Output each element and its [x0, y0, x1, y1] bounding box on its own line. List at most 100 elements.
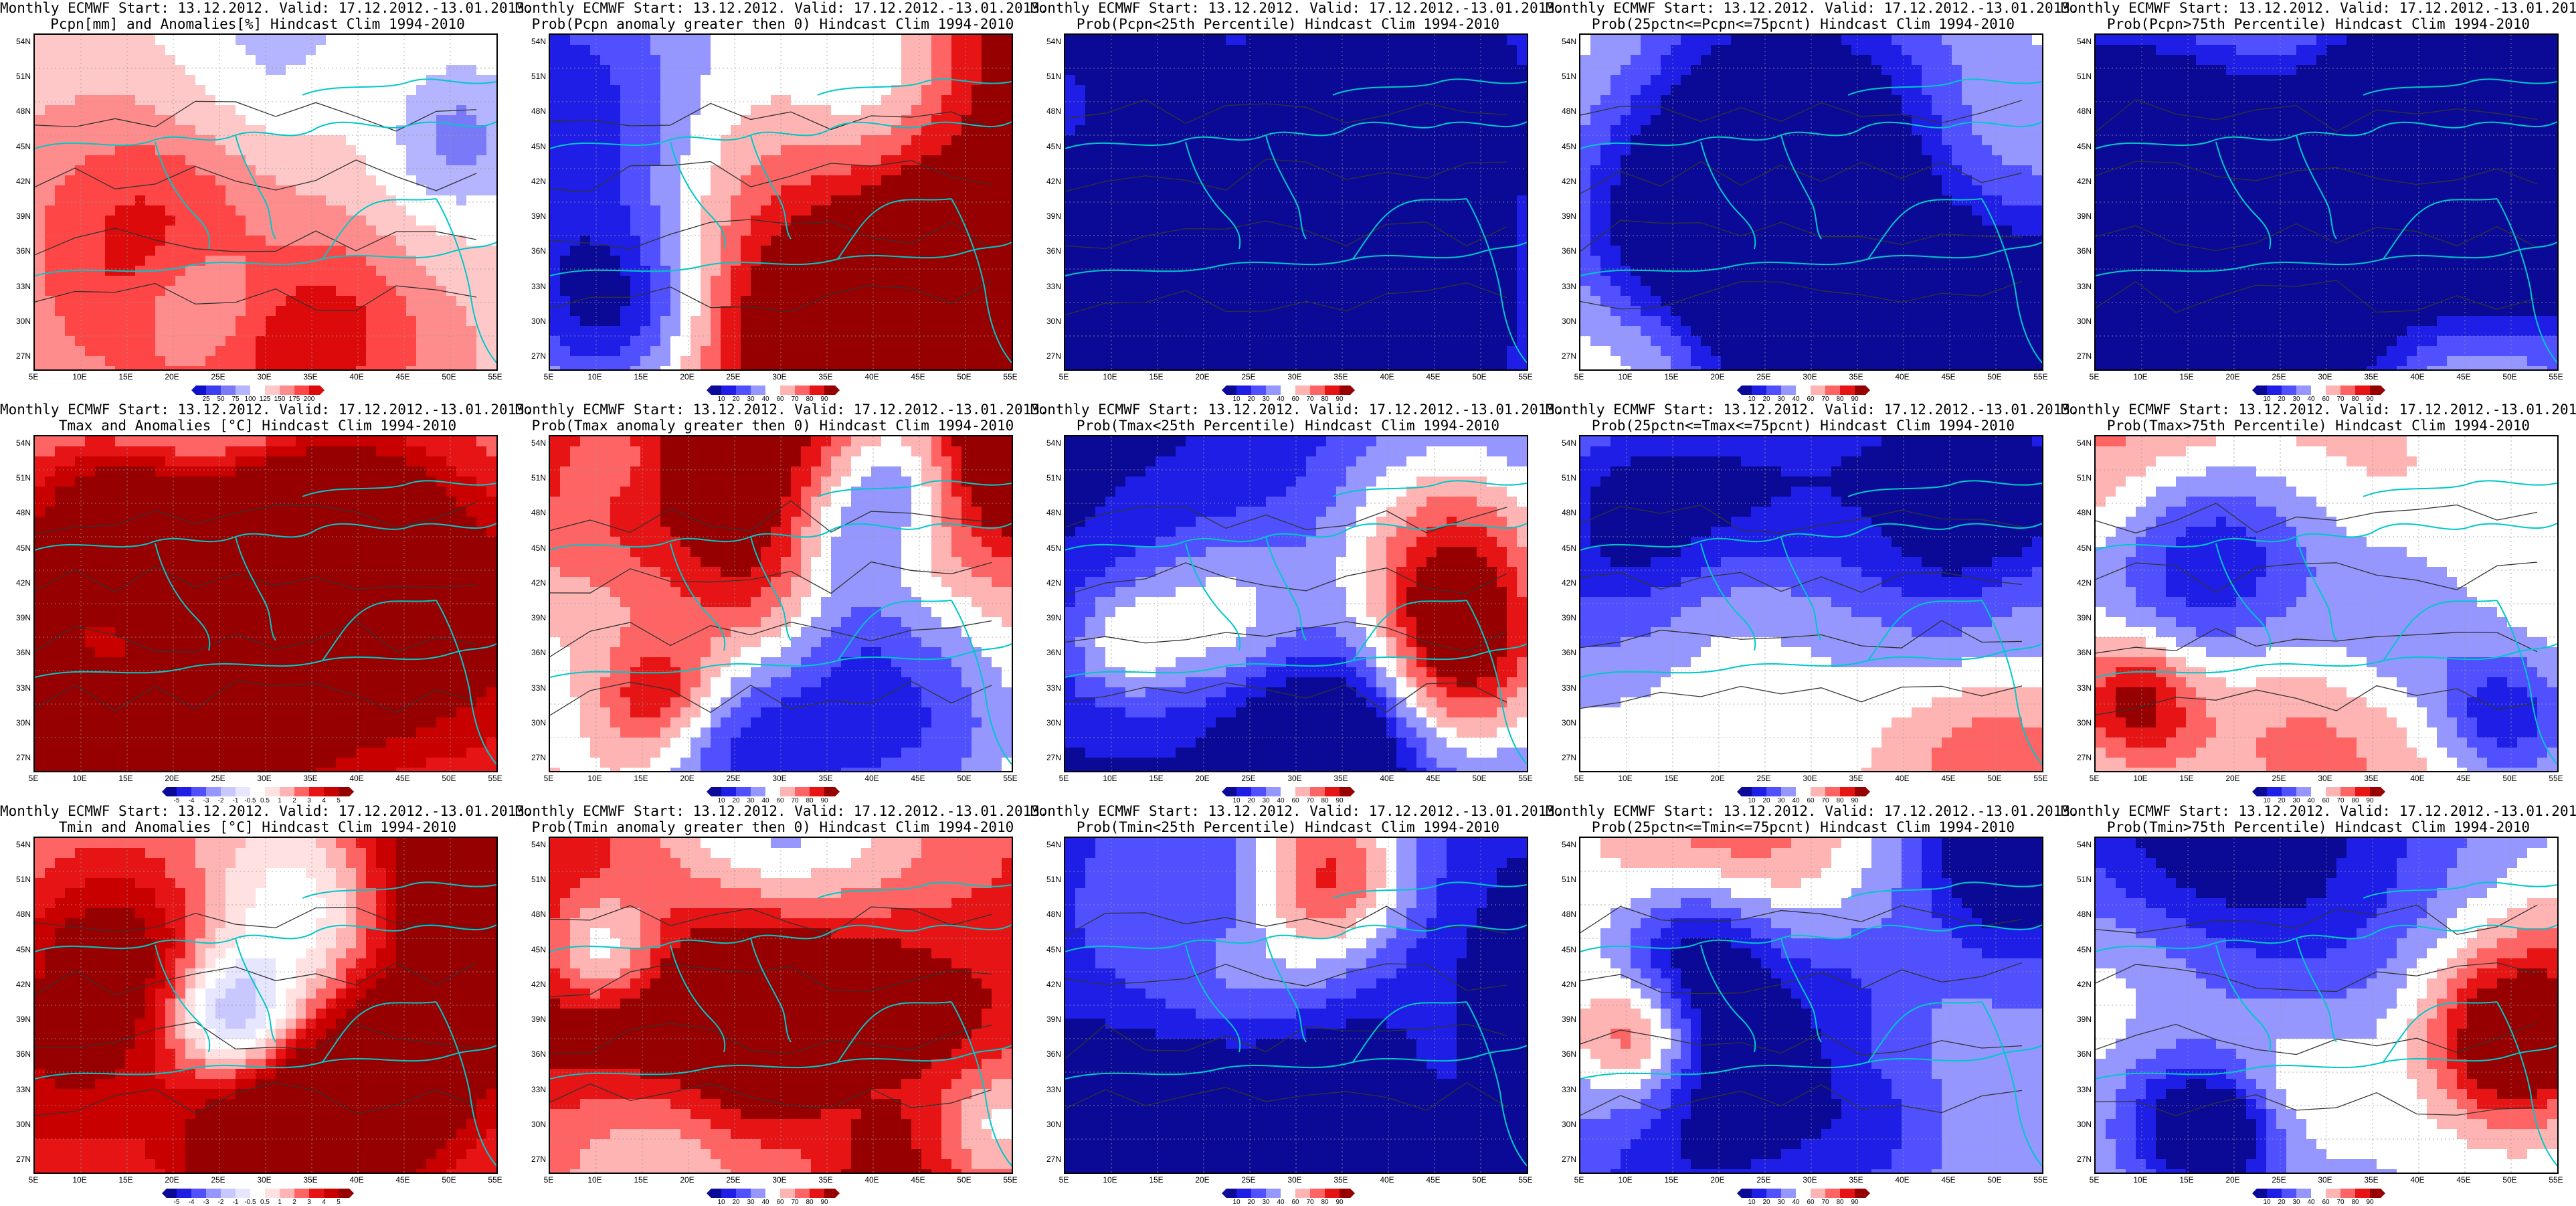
lon-label: 30E	[1797, 372, 1823, 381]
lat-label: 48N	[522, 508, 546, 517]
colorbar-swatch	[2370, 1189, 2385, 1198]
lon-label: 5E	[20, 774, 47, 783]
lon-label: 30E	[251, 1175, 278, 1185]
lon-label: 40E	[2404, 372, 2431, 381]
lon-label: 50E	[2496, 1175, 2523, 1185]
colorbar-tick-label: 40	[1277, 1199, 1284, 1206]
colorbar-swatch	[221, 385, 236, 395]
lon-label: 45E	[389, 1175, 416, 1185]
lat-label: 30N	[2067, 718, 2092, 727]
title-line-2: Prob(Tmax>75th Percentile) Hindcast Clim…	[2061, 418, 2576, 434]
lat-label: 33N	[2067, 1085, 2092, 1094]
panel-title: Monthly ECMWF Start: 13.12.2012. Valid: …	[1546, 803, 2061, 835]
lat-label: 39N	[7, 1015, 31, 1024]
colorbar-swatch	[824, 385, 840, 395]
lon-label: 40E	[343, 774, 370, 783]
colorbar-swatch	[795, 385, 810, 395]
lat-label: 27N	[1037, 1154, 1061, 1164]
panel-title: Monthly ECMWF Start: 13.12.2012. Valid: …	[515, 803, 1030, 835]
lat-label: 33N	[1552, 683, 1576, 693]
lon-label: 15E	[1143, 1175, 1170, 1185]
colorbar-swatch	[1855, 1189, 1870, 1198]
lon-label: 40E	[343, 372, 370, 381]
lon-label: 35E	[1327, 372, 1354, 381]
colorbar-swatch	[294, 385, 310, 395]
colorbar-swatch	[294, 787, 310, 796]
colorbar-swatch	[1825, 1189, 1841, 1198]
lon-label: 30E	[1281, 1175, 1308, 1185]
title-line-1: Monthly ECMWF Start: 13.12.2012. Valid: …	[2061, 0, 2576, 16]
lon-label: 55E	[2543, 372, 2569, 381]
colorbar-tick-label: 2	[292, 1199, 296, 1206]
colorbar-swatch	[2252, 385, 2268, 395]
lon-label: 45E	[1935, 1175, 1962, 1185]
colorbar-tick-label: 80	[1321, 1199, 1328, 1206]
lon-label: 30E	[2312, 372, 2338, 381]
colorbar-swatch	[2355, 385, 2371, 395]
lat-label: 30N	[2067, 317, 2092, 326]
lat-label: 33N	[1037, 683, 1061, 693]
colorbar-swatch	[2296, 385, 2312, 395]
lon-label: 10E	[581, 1175, 608, 1185]
lat-label: 39N	[1552, 211, 1576, 221]
colorbar-swatch	[1737, 1189, 1752, 1198]
colorbar-swatch	[1766, 787, 1782, 796]
colorbar-swatch	[1825, 787, 1841, 796]
colorbar-swatch	[810, 385, 825, 395]
lon-label: 20E	[1189, 372, 1216, 381]
lat-label: 45N	[7, 945, 31, 954]
title-line-2: Prob(Pcpn<25th Percentile) Hindcast Clim…	[1030, 16, 1546, 32]
colorbar-tick-label: 80	[806, 1199, 813, 1206]
lat-label: 33N	[7, 1085, 31, 1094]
colorbar-tick-label: 90	[820, 1199, 828, 1206]
lat-label: 42N	[1037, 578, 1061, 588]
colorbar-swatch	[1325, 787, 1340, 796]
lat-label: 27N	[2067, 1154, 2092, 1164]
map-area	[2094, 435, 2559, 772]
lat-label: 36N	[522, 648, 546, 657]
lon-label: 45E	[2450, 372, 2477, 381]
title-line-1: Monthly ECMWF Start: 13.12.2012. Valid: …	[1546, 402, 2061, 418]
lon-label: 25E	[2266, 372, 2292, 381]
lat-label: 51N	[1552, 875, 1576, 884]
lon-label: 50E	[1981, 372, 2008, 381]
lon-label: 15E	[2173, 372, 2200, 381]
lon-label: 50E	[1466, 1175, 1493, 1185]
lat-label: 39N	[7, 211, 31, 221]
colorbar-swatch	[721, 1189, 737, 1198]
colorbar-tick-label: 0.5	[260, 1199, 270, 1206]
title-line-2: Prob(Tmin<25th Percentile) Hindcast Clim…	[1030, 819, 1546, 835]
colorbar-swatch	[1295, 385, 1311, 395]
colorbar-swatch	[236, 1189, 251, 1198]
map-area	[33, 33, 498, 371]
colorbar-swatch	[2326, 1189, 2341, 1198]
lon-label: 55E	[482, 774, 509, 783]
lon-label: 45E	[1420, 1175, 1447, 1185]
lon-label: 25E	[1235, 1175, 1262, 1185]
colorbar-swatch	[1310, 385, 1325, 395]
lon-label: 5E	[1566, 774, 1592, 783]
title-line-2: Prob(25pctn<=Pcpn<=75pcnt) Hindcast Clim…	[1546, 16, 2061, 32]
colorbar-swatch	[2355, 1189, 2371, 1198]
lon-label: 45E	[905, 372, 931, 381]
lat-label: 42N	[7, 980, 31, 989]
colorbar-swatch	[2340, 1189, 2356, 1198]
colorbar-swatch	[751, 1189, 766, 1198]
title-line-2: Prob(Tmin anomaly greater then 0) Hindca…	[515, 819, 1030, 835]
lat-label: 27N	[7, 351, 31, 361]
lat-label: 54N	[7, 37, 31, 46]
panel-title: Monthly ECMWF Start: 13.12.2012. Valid: …	[2061, 0, 2576, 32]
colorbar-swatch	[1855, 787, 1870, 796]
colorbar-swatch	[1825, 385, 1841, 395]
lon-label: 20E	[159, 774, 185, 783]
lon-label: 5E	[1566, 372, 1592, 381]
colorbar-swatch	[1811, 1189, 1826, 1198]
lon-label: 35E	[297, 372, 324, 381]
map-panel: Monthly ECMWF Start: 13.12.2012. Valid: …	[0, 0, 515, 402]
lon-label: 25E	[720, 774, 747, 783]
lon-label: 55E	[2543, 1175, 2569, 1185]
colorbar-tick-label: 40	[2307, 1199, 2314, 1206]
lat-label: 45N	[1552, 543, 1576, 553]
lon-label: 10E	[2127, 372, 2154, 381]
lat-label: 36N	[7, 1049, 31, 1059]
